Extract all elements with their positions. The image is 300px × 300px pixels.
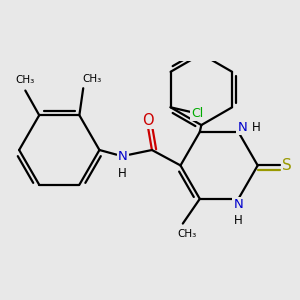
Text: S: S xyxy=(282,158,292,173)
Text: N: N xyxy=(233,198,243,211)
Text: H: H xyxy=(252,121,260,134)
Text: H: H xyxy=(118,167,127,180)
Text: O: O xyxy=(142,113,154,128)
Text: Cl: Cl xyxy=(191,107,204,120)
Text: H: H xyxy=(234,214,243,227)
Text: N: N xyxy=(118,150,128,163)
Text: CH₃: CH₃ xyxy=(16,76,35,85)
Text: CH₃: CH₃ xyxy=(83,74,102,84)
Text: N: N xyxy=(237,121,247,134)
Text: CH₃: CH₃ xyxy=(177,230,196,239)
